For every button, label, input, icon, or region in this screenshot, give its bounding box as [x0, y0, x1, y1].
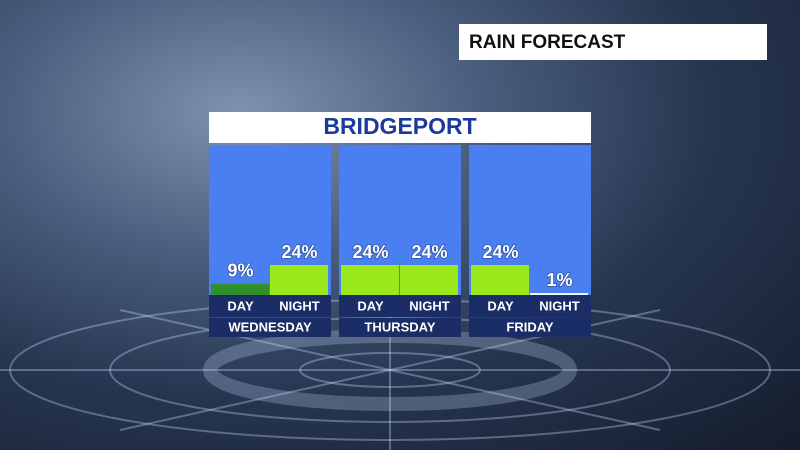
- value-label: 24%: [281, 242, 317, 262]
- x-tick-label: NIGHT: [539, 298, 580, 313]
- group-label: THURSDAY: [364, 319, 435, 334]
- day-band: [209, 295, 331, 317]
- value-label: 24%: [482, 242, 518, 262]
- bar: [341, 265, 399, 295]
- group-band: [209, 318, 331, 337]
- bar: [471, 265, 529, 295]
- bar: [270, 265, 328, 295]
- chart-title: BRIDGEPORT: [323, 113, 476, 139]
- bar: [530, 293, 588, 295]
- day-band: [469, 295, 591, 317]
- group-label: WEDNESDAY: [228, 319, 312, 334]
- day-band: [339, 295, 461, 317]
- group-label: FRIDAY: [506, 319, 554, 334]
- group-band: [469, 318, 591, 337]
- x-tick-label: DAY: [227, 298, 254, 313]
- x-tick-label: NIGHT: [279, 298, 320, 313]
- header-box: [459, 24, 767, 60]
- bar: [211, 283, 269, 295]
- value-label: 9%: [227, 261, 253, 281]
- title-box: [209, 112, 591, 143]
- value-label: 24%: [352, 242, 388, 262]
- value-label: 24%: [411, 242, 447, 262]
- value-label: 1%: [546, 270, 572, 290]
- bar: [400, 265, 458, 295]
- header-title: RAIN FORECAST: [469, 32, 626, 53]
- x-tick-label: DAY: [357, 298, 384, 313]
- x-tick-label: DAY: [487, 298, 514, 313]
- group-band: [339, 318, 461, 337]
- x-tick-label: NIGHT: [409, 298, 450, 313]
